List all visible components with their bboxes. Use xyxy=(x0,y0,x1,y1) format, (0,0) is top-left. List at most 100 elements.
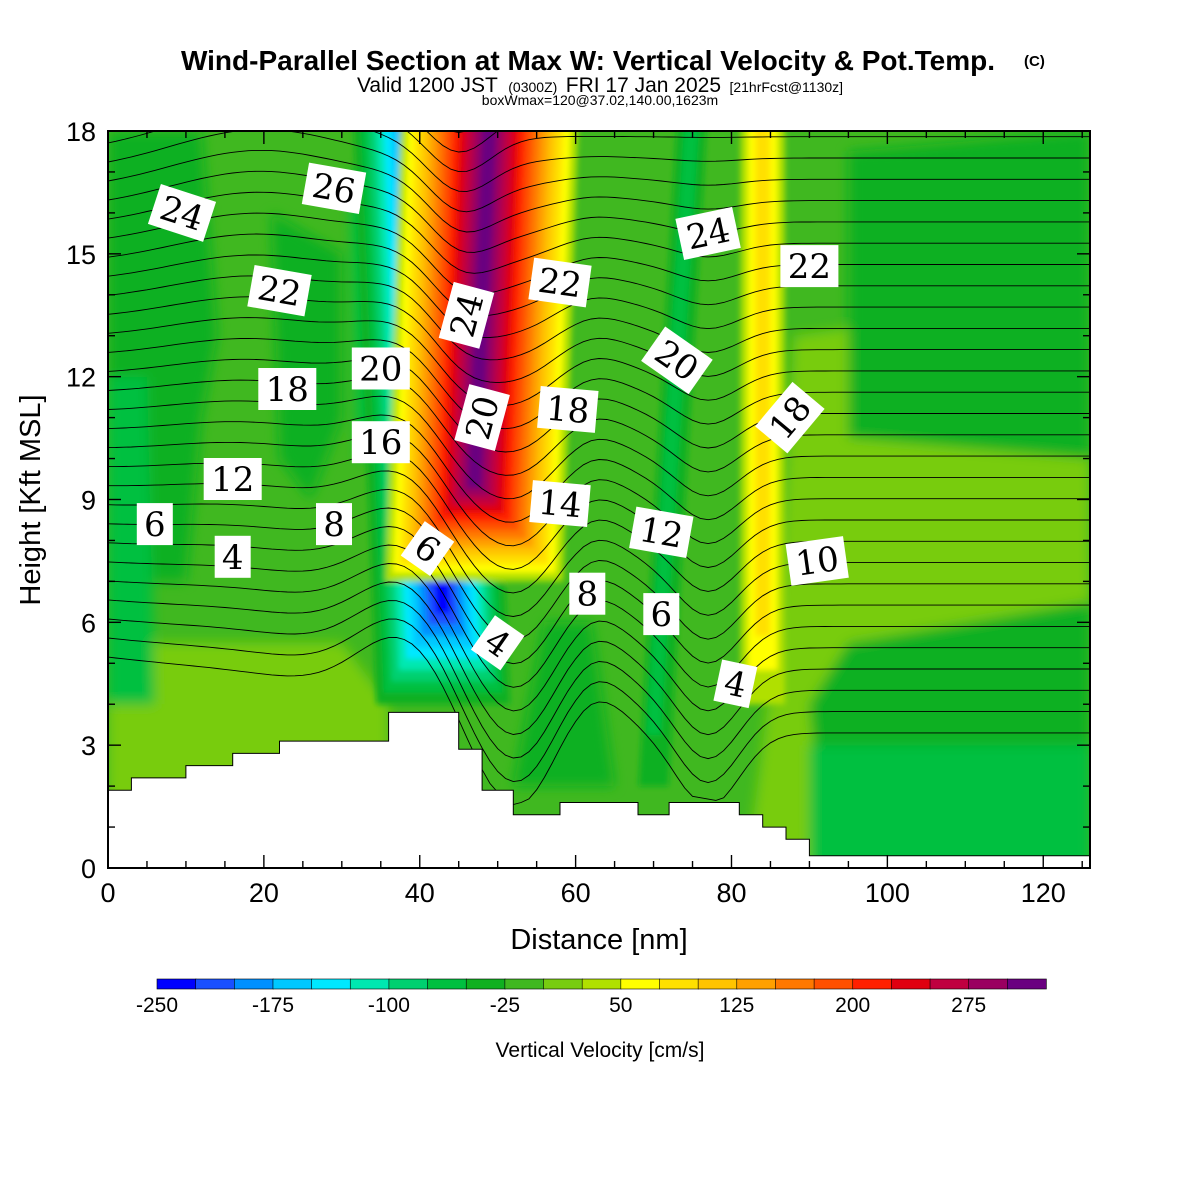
x-tick-label: 120 xyxy=(1021,878,1066,908)
vv-band xyxy=(646,131,699,735)
colorbar-swatch xyxy=(697,978,738,990)
x-axis-label: Distance [nm] xyxy=(510,924,687,956)
chart-subtitle-2: boxWmax=120@37.02,140.00,1623m xyxy=(482,92,718,108)
theta-contour-line xyxy=(108,581,1090,736)
theta-label-box xyxy=(203,458,262,500)
x-tick-label: 0 xyxy=(100,878,115,908)
chart-title: Wind-Parallel Section at Max W: Vertical… xyxy=(181,45,995,76)
theta-label-box xyxy=(247,264,312,317)
theta-contour-line xyxy=(108,488,1090,617)
colorbar-swatch xyxy=(349,978,390,990)
colorbar: -250 -175 -100 -25 50 125 200 275 xyxy=(136,978,1047,1017)
theta-contour-line xyxy=(108,191,1090,274)
theta-label: 22 xyxy=(780,245,839,288)
theta-label: 8 xyxy=(316,503,352,546)
colorbar-tick-label: 50 xyxy=(609,994,632,1017)
theta-contour-line xyxy=(108,507,1090,641)
theta-label: 12 xyxy=(629,506,694,559)
y-tick-label: 6 xyxy=(81,608,96,638)
theta-label-text: 10 xyxy=(793,539,841,585)
theta-label-text: 8 xyxy=(323,505,345,545)
theta-label-box xyxy=(675,206,741,260)
theta-label-box xyxy=(641,326,713,395)
theta-label: 10 xyxy=(785,536,849,586)
theta-label: 20 xyxy=(351,347,410,390)
theta-label: 4 xyxy=(713,659,758,709)
axes: 0 20 40 60 80 100 120 0 3 6 9 12 15 18 xyxy=(66,117,1090,908)
theta-label-box xyxy=(629,506,694,559)
colorbar-swatch xyxy=(427,978,467,990)
colorbar-swatch xyxy=(195,978,235,990)
theta-label: 14 xyxy=(529,480,591,528)
theta-contour-line xyxy=(108,131,1090,193)
y-tick-label: 12 xyxy=(66,363,96,393)
theta-label-text: 16 xyxy=(359,423,402,463)
colorbar-tick-label: 125 xyxy=(719,994,754,1017)
colorbar-swatch xyxy=(659,978,699,990)
theta-label-box xyxy=(351,347,410,390)
theta-label-text: 4 xyxy=(222,538,244,578)
theta-label-box xyxy=(438,281,495,349)
theta-label: 8 xyxy=(569,572,606,615)
theta-label-box xyxy=(258,368,317,410)
colorbar-swatch xyxy=(968,978,1009,990)
subtitle-forecast: [21hrFcst@1130z] xyxy=(729,79,843,95)
x-tick-label: 40 xyxy=(405,878,435,908)
colorbar-tick-label: -25 xyxy=(490,994,520,1017)
colorbar-swatch xyxy=(736,978,777,990)
colorbar-swatch xyxy=(891,978,931,990)
theta-label-text: 24 xyxy=(683,210,734,258)
theta-label-text: 22 xyxy=(536,261,584,307)
theta-label-box xyxy=(713,659,758,709)
theta-contour-line xyxy=(108,636,1090,805)
colorbar-label: Vertical Velocity [cm/s] xyxy=(496,1039,705,1062)
subtitle-utc: (0300Z) xyxy=(508,79,557,95)
theta-label-box xyxy=(528,257,592,308)
theta-contour-line xyxy=(108,317,1090,406)
colorbar-tick-label: -100 xyxy=(368,994,410,1017)
colorbar-swatch xyxy=(234,978,274,990)
theta-label: 18 xyxy=(258,368,317,410)
theta-label-text: 26 xyxy=(309,166,359,213)
chart-subtitle: Valid 1200 JST (0300Z) FRI 17 Jan 2025 [… xyxy=(357,74,843,97)
theta-label-box xyxy=(537,385,599,433)
theta-label-text: 12 xyxy=(636,510,686,557)
theta-contour-line xyxy=(108,470,1090,594)
x-tick-label: 60 xyxy=(561,878,591,908)
theta-label: 22 xyxy=(528,257,592,308)
colorbar-tick-label: 275 xyxy=(951,994,986,1017)
vv-band xyxy=(755,131,771,636)
colorbar-swatch xyxy=(929,978,970,990)
theta-label-box xyxy=(755,381,825,454)
theta-label: 6 xyxy=(136,503,173,546)
theta-label-box xyxy=(301,162,367,215)
theta-label-text: 14 xyxy=(537,483,584,527)
theta-label-box xyxy=(136,503,173,546)
theta-label-box xyxy=(316,503,352,546)
theta-contour-line xyxy=(108,451,1090,570)
theta-contour-line xyxy=(108,170,1090,253)
vv-patch xyxy=(848,131,1090,459)
theta-contour-line xyxy=(108,358,1090,453)
theta-label: 18 xyxy=(537,385,599,433)
colorbar-swatch xyxy=(272,978,313,990)
y-tick-label: 3 xyxy=(81,731,96,761)
theta-label-box xyxy=(785,536,849,586)
theta-label-box xyxy=(470,615,525,671)
vv-patch xyxy=(513,622,615,787)
theta-label-box xyxy=(351,421,410,464)
colorbar-swatch xyxy=(581,978,622,990)
colorbar-swatch xyxy=(813,978,854,990)
x-tick-label: 20 xyxy=(249,878,279,908)
theta-label: 24 xyxy=(438,281,495,349)
colorbar-swatch xyxy=(775,978,815,990)
colorbar-swatch xyxy=(156,978,197,990)
theta-contour-line xyxy=(108,149,1090,233)
theta-label-text: 20 xyxy=(359,350,402,390)
theta-label: 12 xyxy=(203,458,262,500)
theta-contour-line xyxy=(108,212,1090,295)
theta-contour-line xyxy=(108,600,1090,760)
